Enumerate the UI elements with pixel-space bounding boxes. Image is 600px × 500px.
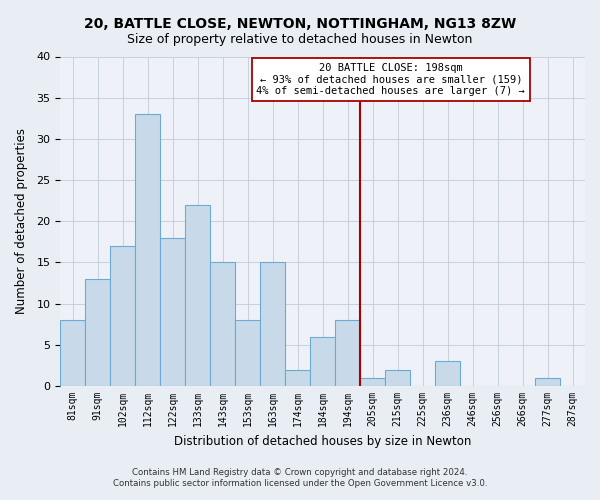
Bar bbox=[135, 114, 160, 386]
Bar bbox=[435, 362, 460, 386]
Text: 20 BATTLE CLOSE: 198sqm
← 93% of detached houses are smaller (159)
4% of semi-de: 20 BATTLE CLOSE: 198sqm ← 93% of detache… bbox=[256, 63, 525, 96]
Text: Size of property relative to detached houses in Newton: Size of property relative to detached ho… bbox=[127, 32, 473, 46]
Y-axis label: Number of detached properties: Number of detached properties bbox=[15, 128, 28, 314]
Bar bbox=[85, 279, 110, 386]
Bar bbox=[310, 336, 335, 386]
Bar bbox=[285, 370, 310, 386]
Bar bbox=[235, 320, 260, 386]
Bar bbox=[535, 378, 560, 386]
Bar bbox=[60, 320, 85, 386]
Bar bbox=[335, 320, 360, 386]
Text: Contains HM Land Registry data © Crown copyright and database right 2024.
Contai: Contains HM Land Registry data © Crown c… bbox=[113, 468, 487, 487]
X-axis label: Distribution of detached houses by size in Newton: Distribution of detached houses by size … bbox=[174, 434, 471, 448]
Bar bbox=[210, 262, 235, 386]
Bar bbox=[110, 246, 135, 386]
Bar bbox=[260, 262, 285, 386]
Bar bbox=[160, 238, 185, 386]
Bar bbox=[360, 378, 385, 386]
Text: 20, BATTLE CLOSE, NEWTON, NOTTINGHAM, NG13 8ZW: 20, BATTLE CLOSE, NEWTON, NOTTINGHAM, NG… bbox=[84, 18, 516, 32]
Bar bbox=[185, 205, 210, 386]
Bar bbox=[385, 370, 410, 386]
